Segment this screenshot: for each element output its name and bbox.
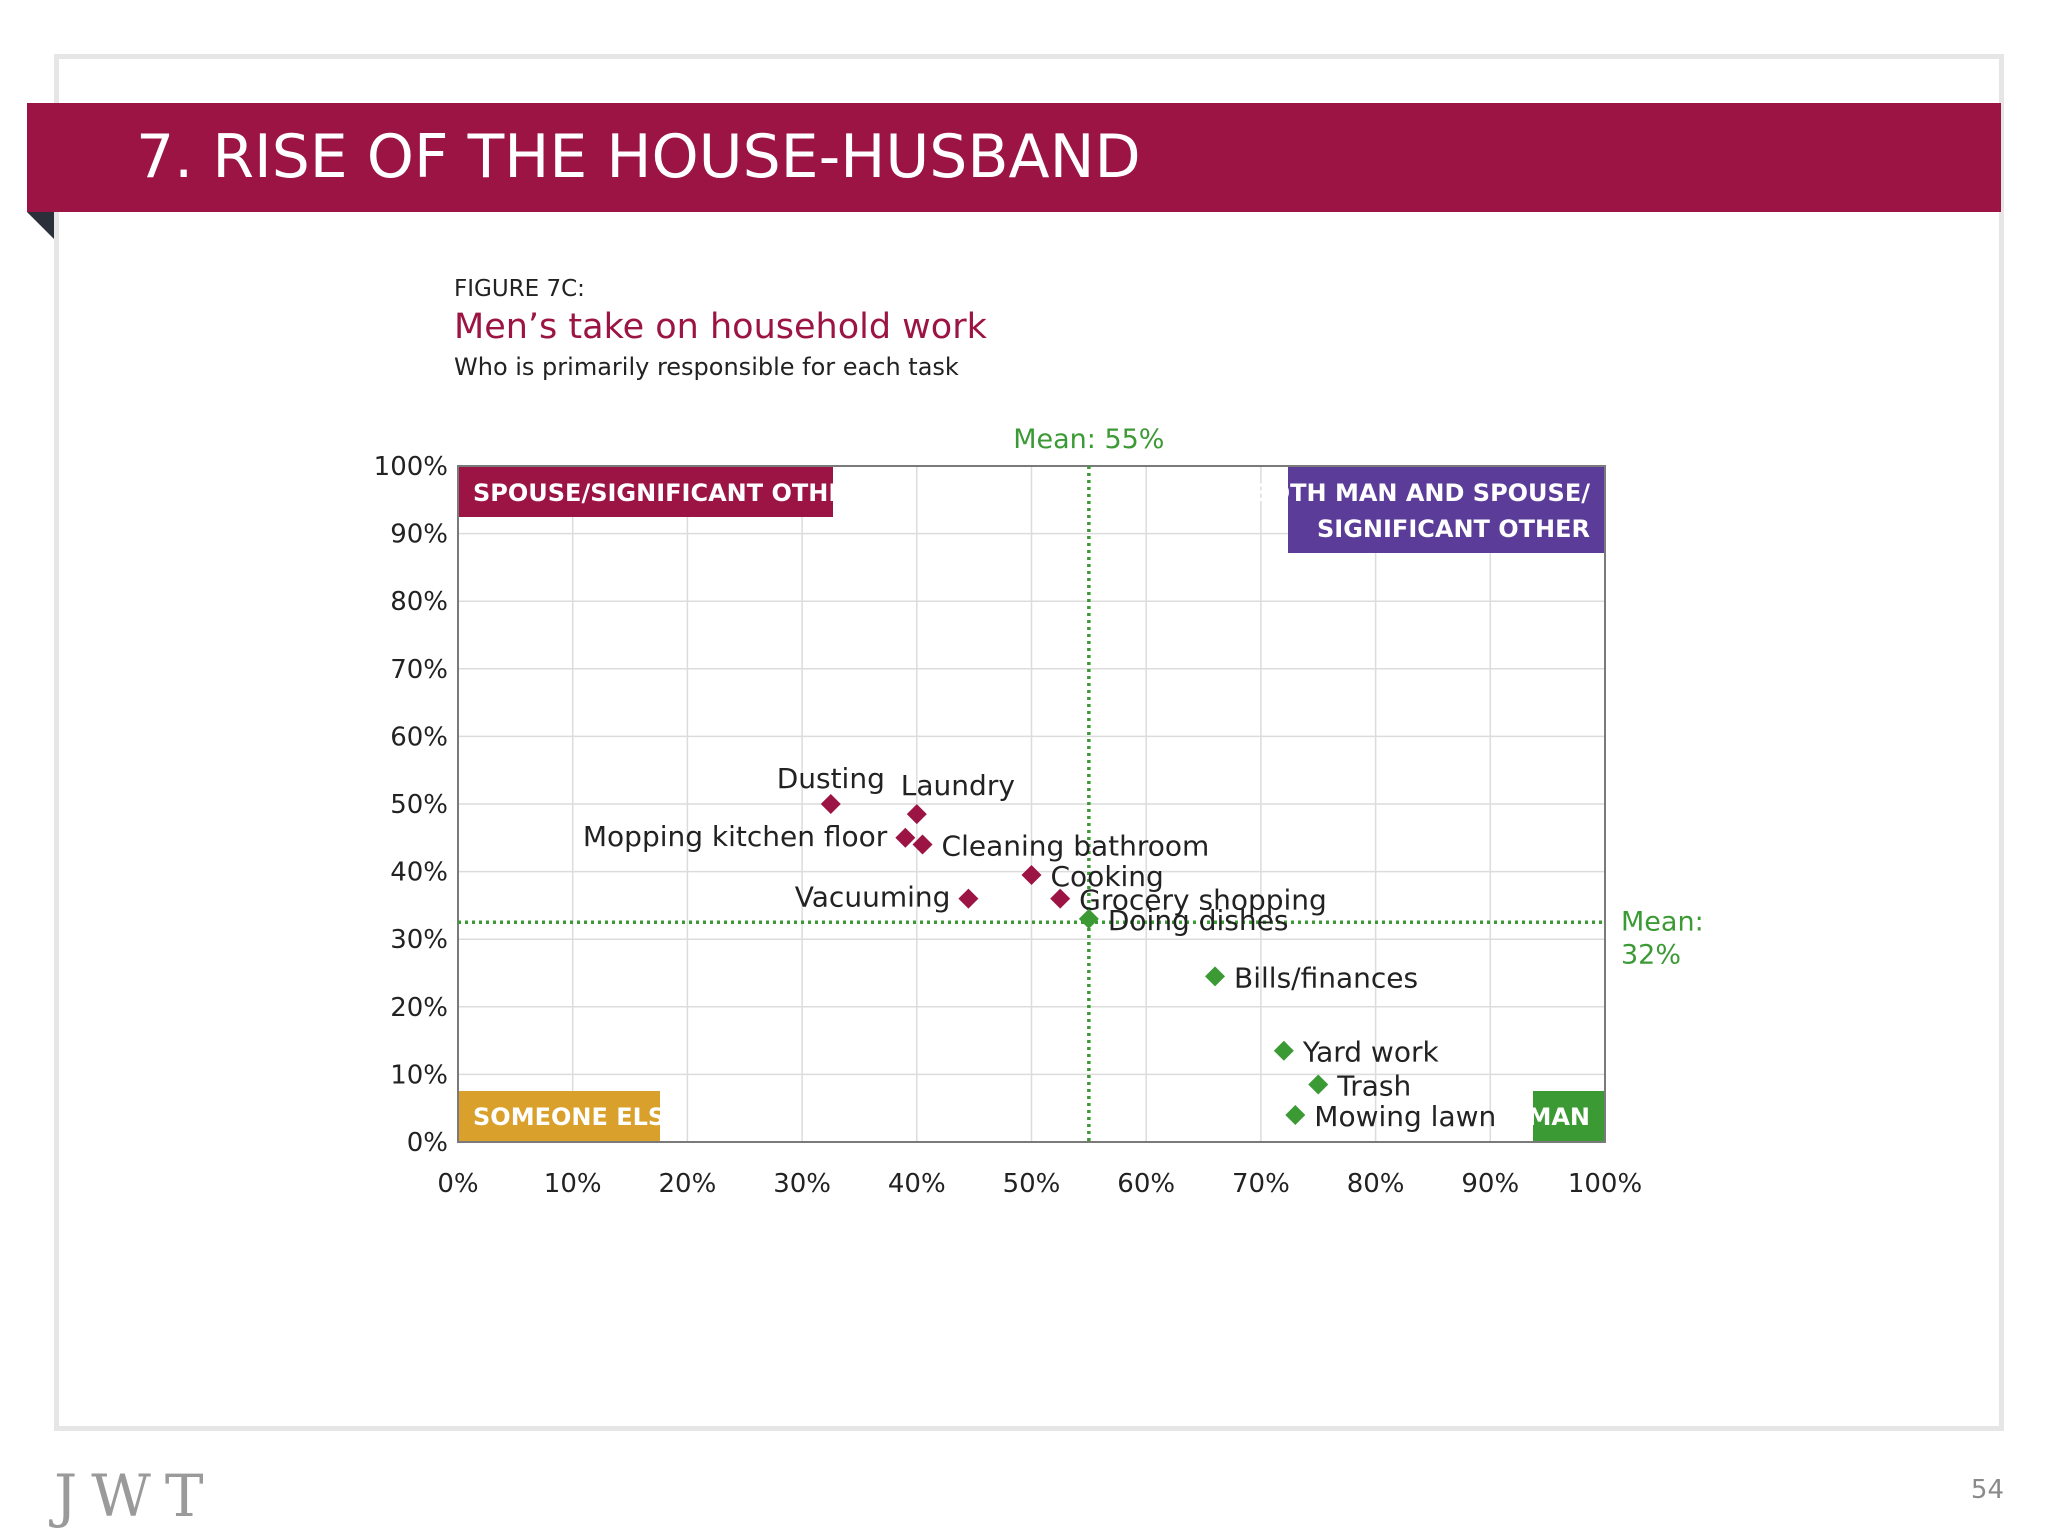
data-point [1021, 864, 1042, 885]
figure-subtitle: Who is primarily responsible for each ta… [454, 353, 959, 381]
data-label: Laundry [901, 769, 1015, 802]
plot-border [457, 465, 1606, 1143]
data-point [906, 804, 927, 825]
x-tick-label: 0% [437, 1169, 478, 1199]
data-point [1273, 1040, 1294, 1061]
data-label: Cleaning bathroom [942, 830, 1210, 863]
page-number: 54 [1970, 1475, 2004, 1505]
slide-title: 7. RISE OF THE HOUSE-HUSBAND [136, 122, 1141, 192]
data-point [895, 827, 916, 848]
quadrant-label-both: BOTH MAN AND SPOUSE/ [1251, 479, 1590, 507]
data-label: Bills/finances [1234, 961, 1418, 994]
x-tick-label: 90% [1461, 1169, 1519, 1199]
x-tick-label: 30% [773, 1169, 831, 1199]
y-tick-label: 70% [390, 655, 448, 685]
data-label: Doing dishes [1108, 904, 1289, 937]
x-tick-label: 20% [659, 1169, 717, 1199]
y-tick-label: 40% [390, 858, 448, 888]
y-tick-label: 30% [390, 925, 448, 955]
quadrant-box-someone-else [459, 1091, 660, 1141]
data-point [820, 794, 841, 814]
y-tick-label: 80% [390, 587, 448, 617]
data-label: Mopping kitchen floor [583, 820, 888, 853]
y-tick-label: 50% [390, 790, 448, 820]
banner-fold [27, 212, 54, 239]
data-label: Yard work [1302, 1036, 1440, 1069]
x-tick-label: 60% [1117, 1169, 1175, 1199]
x-tick-label: 10% [544, 1169, 602, 1199]
x-tick-label: 50% [1003, 1169, 1061, 1199]
y-tick-label: 60% [390, 722, 448, 752]
data-label: Dusting [777, 762, 885, 795]
mean-x-label: Mean: 55% [1013, 424, 1164, 455]
mean-y-label-line2: 32% [1621, 939, 1681, 970]
y-tick-label: 100% [374, 452, 448, 482]
data-label: Vacuuming [795, 881, 951, 914]
quadrant-label-man: MAN [1527, 1103, 1590, 1131]
quadrant-box-spouse [459, 467, 833, 517]
y-tick-label: 10% [390, 1060, 448, 1090]
x-tick-label: 80% [1347, 1169, 1405, 1199]
quadrant-label-someone-else: SOMEONE ELSE [473, 1103, 682, 1131]
x-tick-label: 70% [1232, 1169, 1290, 1199]
data-point [958, 888, 979, 909]
x-tick-label: 40% [888, 1169, 946, 1199]
data-point [1308, 1074, 1329, 1095]
slide-frame [54, 54, 2004, 1431]
data-label: Cooking [1051, 860, 1164, 893]
data-label: Grocery shopping [1079, 884, 1327, 917]
data-label: Mowing lawn [1314, 1100, 1496, 1133]
quadrant-box-man [1533, 1091, 1604, 1141]
quadrant-box-both [1288, 467, 1604, 553]
quadrant-label-spouse: SPOUSE/SIGNIFICANT OTHER [473, 479, 863, 507]
data-point [1078, 908, 1099, 929]
jwt-logo: JWT [54, 1462, 218, 1530]
mean-y-label-line1: Mean: [1621, 906, 1704, 937]
y-tick-label: 20% [390, 993, 448, 1023]
data-point [1285, 1104, 1306, 1125]
figure-title: Men’s take on household work [454, 307, 987, 347]
data-label: Trash [1336, 1070, 1411, 1103]
data-point [912, 834, 933, 855]
x-tick-label: 100% [1568, 1169, 1642, 1199]
y-tick-label: 90% [390, 520, 448, 550]
y-tick-label: 0% [407, 1128, 448, 1158]
title-banner [27, 103, 2001, 212]
figure-label: FIGURE 7C: [454, 276, 585, 302]
quadrant-label-both: SIGNIFICANT OTHER [1317, 515, 1590, 543]
data-point [1205, 966, 1226, 987]
data-point [1050, 888, 1071, 909]
